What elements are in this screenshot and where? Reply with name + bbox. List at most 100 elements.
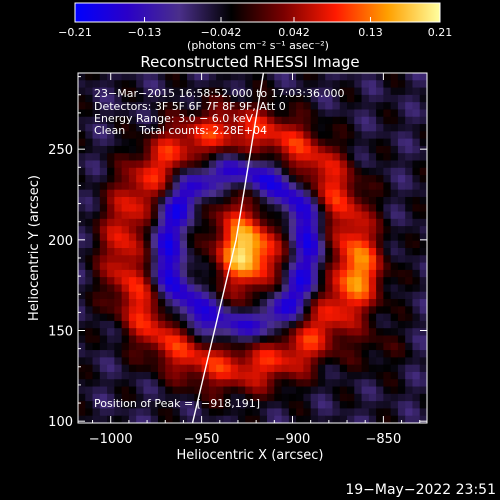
heatmap-cell [354, 167, 363, 176]
heatmap-cell [114, 335, 123, 344]
heatmap-cell [332, 335, 341, 344]
heatmap-cell [187, 306, 195, 315]
heatmap-cell [136, 335, 145, 344]
heatmap-cell [157, 350, 166, 358]
heatmap-cell [114, 211, 123, 220]
heatmap-cell [128, 87, 137, 96]
heatmap-cell [383, 145, 392, 154]
heatmap-cell [325, 342, 334, 351]
heatmap-cell [296, 342, 304, 351]
heatmap-cell [368, 313, 377, 322]
heatmap-cell [194, 73, 203, 81]
heatmap-cell [383, 204, 392, 213]
heatmap-cell [223, 138, 232, 147]
heatmap-cell [325, 379, 334, 388]
heatmap-cell [288, 87, 297, 96]
heatmap-cell [303, 371, 312, 380]
heatmap-cell [107, 226, 115, 235]
heatmap-cell [245, 211, 254, 220]
heatmap-cell [281, 313, 290, 322]
heatmap-cell [376, 80, 384, 89]
heatmap-cell [281, 335, 290, 344]
heatmap-cell [325, 320, 334, 329]
heatmap-cell [288, 182, 297, 191]
heatmap-cell [390, 371, 399, 380]
heatmap-cell [347, 167, 355, 176]
heatmap-cell [165, 109, 174, 118]
heatmap-cell [288, 386, 297, 395]
heatmap-cell [259, 167, 268, 176]
heatmap-cell [412, 269, 421, 278]
heatmap-cell [194, 87, 203, 96]
heatmap-cell [252, 379, 261, 388]
heatmap-cell [136, 393, 145, 402]
heatmap-cell [317, 364, 326, 373]
heatmap-cell [230, 313, 239, 322]
heatmap-cell [288, 357, 297, 366]
heatmap-cell [114, 357, 123, 366]
heatmap-cell [150, 189, 159, 198]
heatmap-cell [78, 335, 86, 344]
heatmap-cell [252, 226, 261, 235]
heatmap-cell [165, 204, 174, 213]
heatmap-cell [201, 269, 210, 278]
heatmap-cell [310, 379, 319, 388]
heatmap-cell [121, 189, 130, 198]
heatmap-cell [390, 211, 399, 220]
heatmap-cell [128, 284, 137, 293]
heatmap-cell [405, 415, 414, 423]
heatmap-cell [114, 262, 123, 271]
heatmap-cell [368, 415, 377, 423]
heatmap-cell [114, 182, 123, 191]
heatmap-cell [187, 408, 195, 417]
heatmap-cell [317, 379, 326, 388]
heatmap-cell [252, 211, 261, 220]
heatmap-cell [201, 196, 210, 205]
heatmap-cell [99, 211, 108, 220]
heatmap-cell [361, 124, 370, 132]
heatmap-cell [332, 131, 341, 140]
heatmap-cell [347, 379, 355, 388]
heatmap-cell [92, 401, 101, 410]
heatmap-cell [376, 160, 384, 169]
heatmap-cell [107, 102, 115, 111]
heatmap-cell [252, 116, 261, 125]
heatmap-cell [230, 167, 239, 176]
heatmap-cell [245, 145, 254, 154]
heatmap-cell [143, 153, 152, 162]
heatmap-cell [354, 240, 363, 249]
heatmap-cell [288, 320, 297, 329]
heatmap-cell [114, 328, 123, 337]
heatmap-cell [303, 248, 312, 256]
heatmap-cell [397, 196, 406, 205]
heatmap-cell [325, 415, 334, 423]
heatmap-cell [150, 269, 159, 278]
heatmap-cell [150, 291, 159, 300]
heatmap-cell [237, 167, 246, 176]
heatmap-cell [267, 102, 275, 111]
heatmap-cell [187, 364, 195, 373]
heatmap-cell [310, 291, 319, 300]
heatmap-cell [274, 320, 283, 329]
heatmap-cell [114, 401, 123, 410]
heatmap-cell [361, 415, 370, 423]
heatmap-cell [397, 204, 406, 213]
heatmap-cell [332, 153, 341, 162]
heatmap-cell [390, 269, 399, 278]
heatmap-cell [325, 284, 334, 293]
heatmap-cell [150, 233, 159, 242]
heatmap-cell [201, 313, 210, 322]
heatmap-cell [332, 87, 341, 96]
x-tick-label: −850 [366, 432, 402, 447]
heatmap-cell [245, 167, 254, 176]
heatmap-cell [390, 415, 399, 423]
heatmap-cell [107, 87, 115, 96]
heatmap-cell [187, 255, 195, 264]
heatmap-cell [85, 415, 94, 423]
heatmap-cell [237, 218, 246, 227]
heatmap-cell [92, 277, 101, 286]
heatmap-cell [85, 211, 94, 220]
heatmap-cell [252, 167, 261, 176]
heatmap-cell [303, 262, 312, 271]
heatmap-cell [405, 262, 414, 271]
